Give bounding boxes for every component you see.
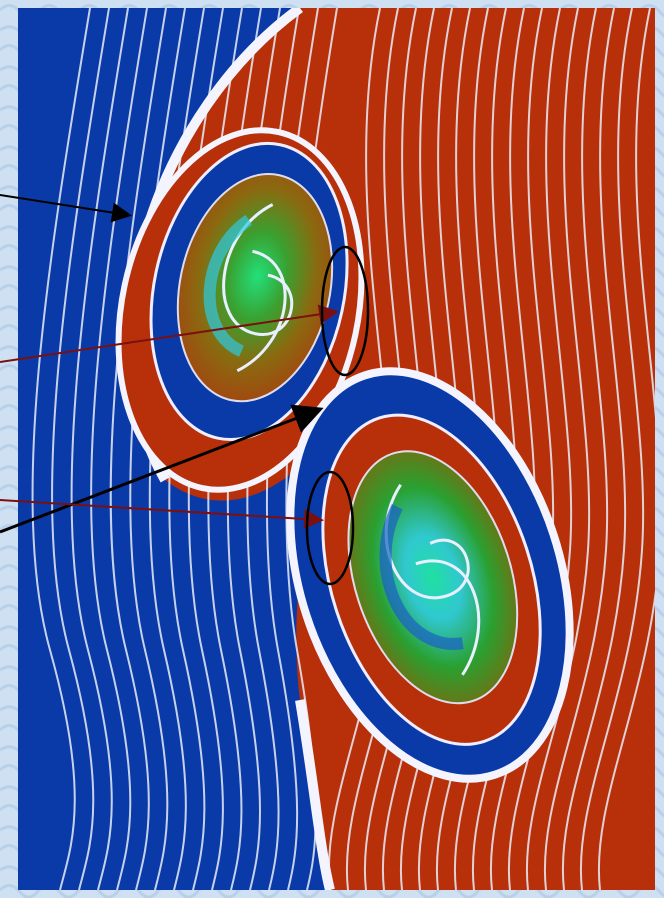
page: (() => { const data = JSON.parse(documen… [0, 0, 664, 898]
simulation-figure [0, 0, 664, 898]
plot-area [18, 8, 661, 890]
